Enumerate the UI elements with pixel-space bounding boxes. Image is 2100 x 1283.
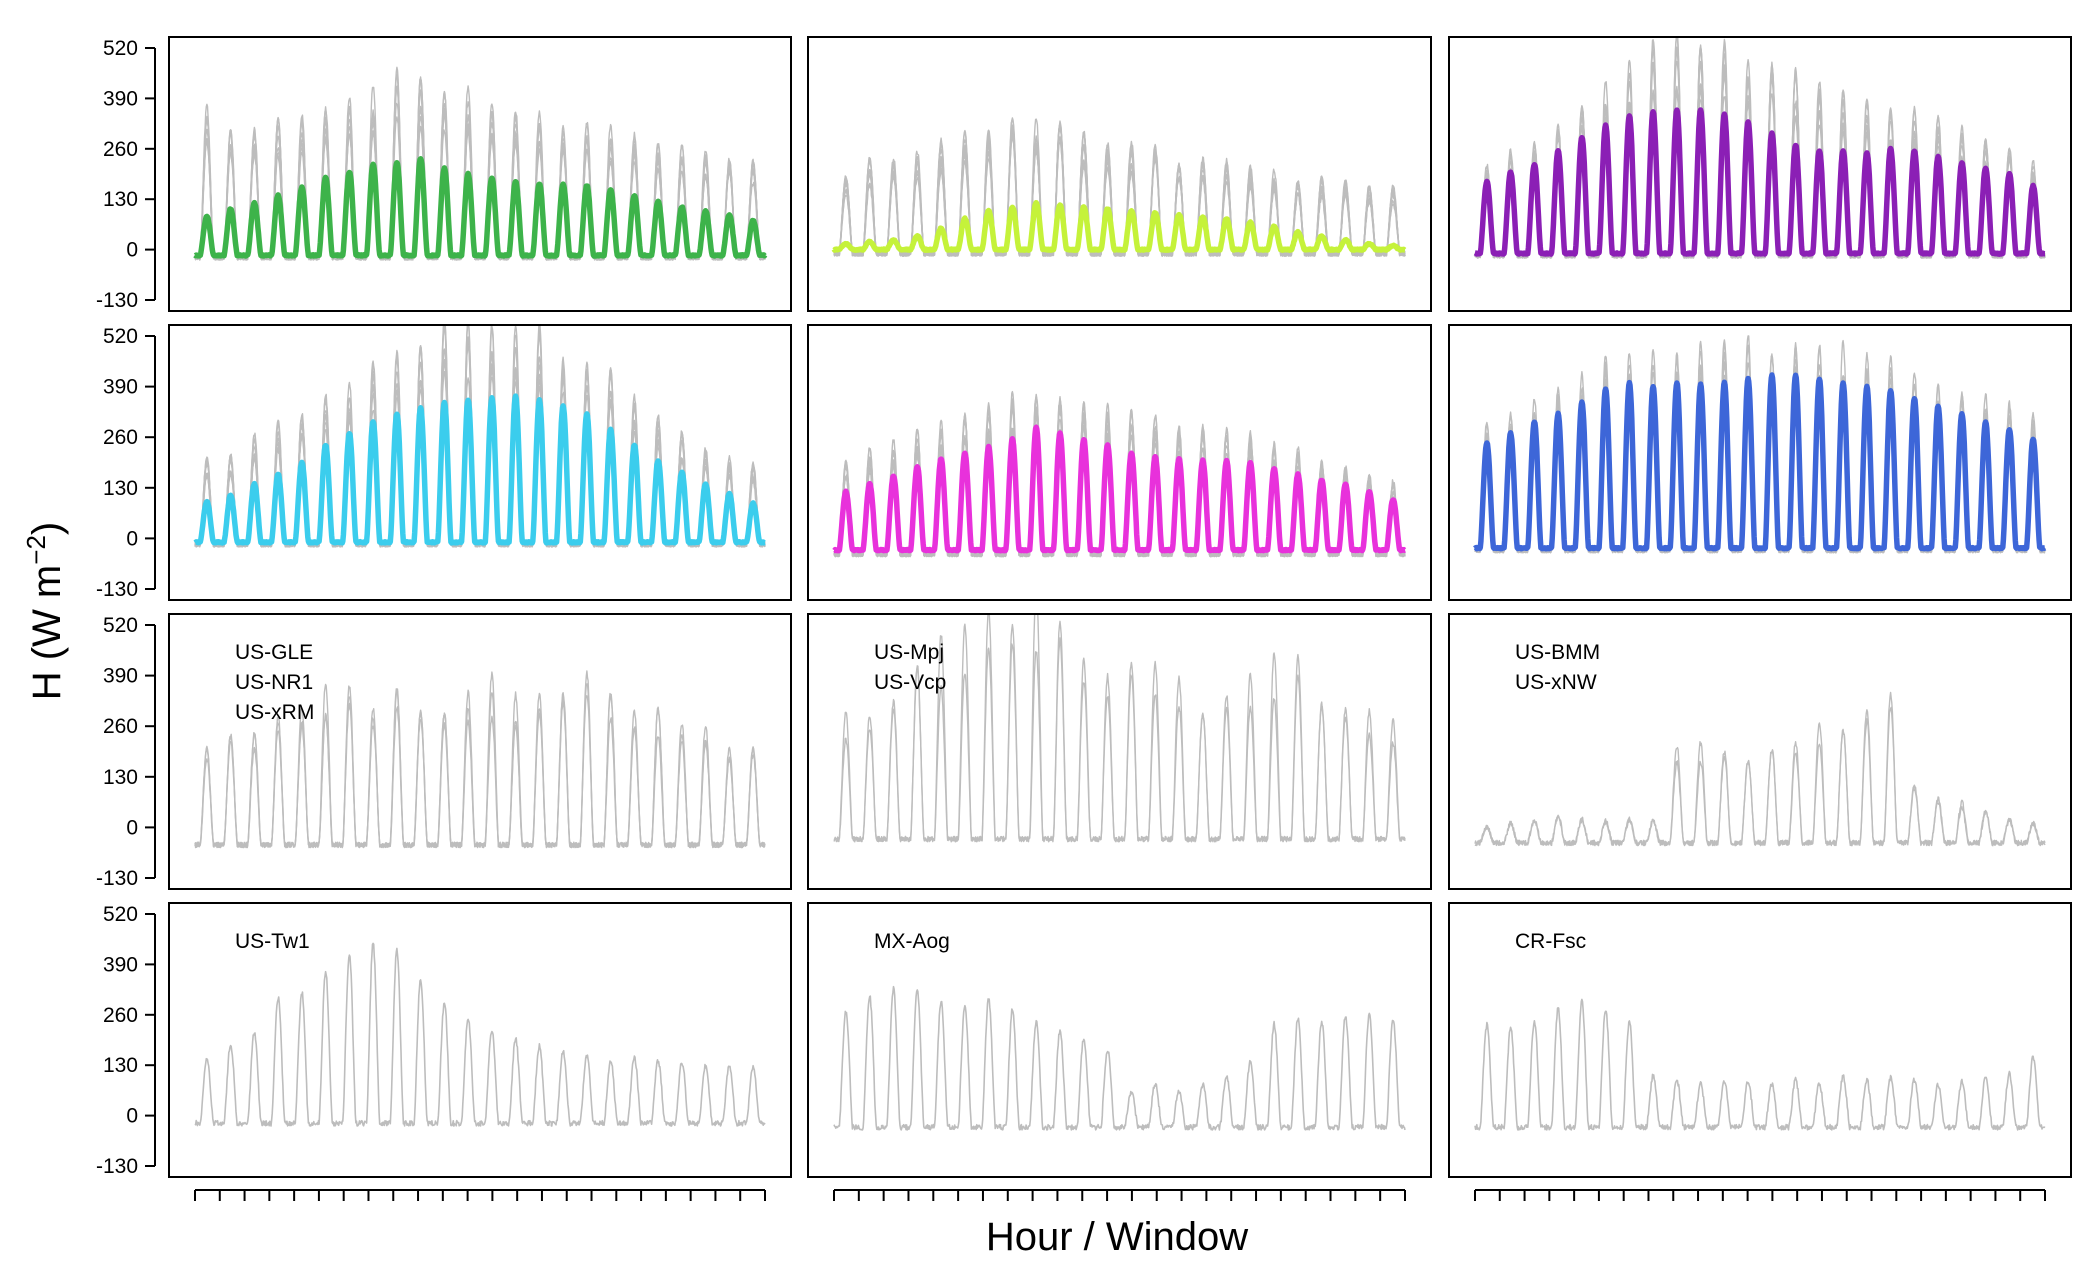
y-axis-title-close: ): [25, 522, 69, 535]
y-tick-label: 390: [103, 376, 138, 399]
y-tick-label: 520: [103, 325, 138, 348]
panel-frame: [168, 902, 792, 1178]
highlight-series: [831, 424, 1408, 554]
panels-group: US-GLE US-NR1 US-xRM US-Mpj US-Vcp US-BMM US-x…: [168, 36, 2072, 1178]
site-label: US-GLE: [235, 641, 313, 664]
y-tick-label: -130: [96, 867, 138, 890]
y-tick-label: -130: [96, 1155, 138, 1178]
y-tick-label: -130: [96, 578, 138, 601]
y-tick-label: 260: [103, 1004, 138, 1027]
panel-plot-area: [833, 614, 1406, 843]
panel-plot-area: [1472, 37, 2048, 259]
gray-series-2: [833, 614, 1406, 843]
y-tick-label: 130: [103, 477, 138, 500]
site-label: US-Tw1: [235, 930, 310, 953]
panel-frame: [807, 613, 1432, 890]
y-tick-label: 0: [126, 239, 138, 262]
gray-series-9: [833, 129, 1406, 257]
y-tick-label: 130: [103, 1054, 138, 1077]
y-axis-title-exponent: −2: [21, 535, 51, 565]
panel-plot-area: [194, 942, 766, 1127]
panel-plot-area: [831, 390, 1408, 558]
y-tick-label: 520: [103, 614, 138, 637]
y-axis-title-main: H (W m: [25, 565, 69, 701]
y-tick-label: 520: [103, 903, 138, 926]
panel-plot-area: [194, 670, 766, 849]
highlight-series: [1472, 372, 2048, 552]
panel-frame: [1448, 613, 2072, 890]
y-tick-label: 390: [103, 953, 138, 976]
site-label: US-Vcp: [874, 671, 946, 694]
panel-plot-area: [831, 117, 1408, 257]
y-tick-label: 390: [103, 87, 138, 110]
panel-r2c2: [807, 324, 1432, 601]
gray-series-2: [1474, 706, 2046, 847]
site-label: MX-Aog: [874, 930, 950, 953]
y-axis-title: H (W m−2): [21, 522, 69, 701]
gray-series-8: [833, 393, 1406, 558]
panel-plot-area: [192, 325, 768, 548]
y-tick-label: 260: [103, 426, 138, 449]
y-tick-label: 0: [126, 1105, 138, 1128]
panel-plot-area: [1472, 335, 2048, 554]
gray-series-1: [1474, 998, 2046, 1131]
panel-r4c2: MX-Aog: [807, 902, 1432, 1178]
panel-r2c3: [1448, 324, 2072, 601]
panel-frame: [807, 902, 1432, 1178]
panel-r2c1: [168, 324, 792, 601]
y-tick-label: 0: [126, 816, 138, 839]
panel-frame: [1448, 324, 2072, 601]
panel-r3c3: US-BMM US-xNW: [1448, 613, 2072, 890]
panel-r1c1: [168, 36, 792, 312]
panel-plot-area: [833, 985, 1406, 1131]
gray-series-1: [194, 942, 766, 1127]
x-axes-group: [194, 1189, 2046, 1201]
site-label: US-xNW: [1515, 671, 1597, 694]
highlight-series: [1472, 107, 2048, 257]
y-tick-label: -130: [96, 289, 138, 312]
highlight-series: [192, 393, 768, 546]
panel-plot-area: [192, 66, 768, 261]
panel-r3c2: US-Mpj US-Vcp: [807, 613, 1432, 890]
y-tick-label: 0: [126, 527, 138, 550]
panel-plot-area: [1474, 998, 2046, 1131]
gray-series-1: [833, 985, 1406, 1131]
panel-r1c2: [807, 36, 1432, 312]
panel-frame: [807, 324, 1432, 601]
y-tick-label: 130: [103, 188, 138, 211]
y-tick-label: 260: [103, 138, 138, 161]
panel-r4c3: CR-Fsc: [1448, 902, 2072, 1178]
highlight-series: [831, 199, 1408, 253]
panel-r4c1: US-Tw1: [168, 902, 792, 1178]
panel-frame: [1448, 902, 2072, 1178]
panel-frame: [807, 36, 1432, 312]
y-tick-label: 390: [103, 665, 138, 688]
y-tick-label: 520: [103, 37, 138, 60]
site-label: CR-Fsc: [1515, 930, 1586, 953]
panel-frame: [168, 36, 792, 312]
x-axis-title: Hour / Window: [986, 1215, 1248, 1259]
panel-frame: [168, 324, 792, 601]
site-label: US-BMM: [1515, 641, 1600, 664]
y-tick-label: 130: [103, 766, 138, 789]
panel-plot-area: [1474, 691, 2046, 847]
highlight-series: [192, 156, 768, 259]
y-tick-label: 260: [103, 715, 138, 738]
site-label: US-xRM: [235, 701, 314, 724]
site-label: US-NR1: [235, 671, 313, 694]
gray-series-3: [194, 671, 766, 849]
y-axes-group: 520 390 260 130 0 -130 520 390 260 130 0 -130 520 390…: [96, 37, 156, 1178]
panel-r3c1: US-GLE US-NR1 US-xRM: [168, 613, 792, 890]
panel-frame: [1448, 36, 2072, 312]
panel-frame: [168, 613, 792, 890]
panel-r1c3: [1448, 36, 2072, 312]
site-label: US-Mpj: [874, 641, 944, 664]
